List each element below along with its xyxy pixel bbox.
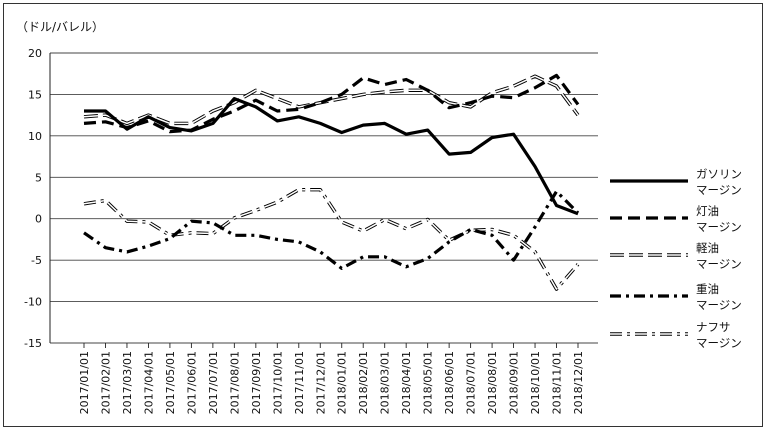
legend-label: マージン [696,298,742,312]
y-tick-label: -5 [31,254,42,267]
series-line-inner [83,188,579,290]
series-line-inner [83,75,579,125]
x-tick-label: 2018/05/01 [422,351,435,414]
x-tick-label: 2018/06/01 [443,351,456,414]
y-tick-label: 15 [28,88,42,101]
x-tick-label: 2017/03/01 [121,351,134,414]
x-tick-label: 2017/08/01 [228,351,241,414]
series-line [84,97,579,216]
y-tick-labels: 20 15 10 5 0 -5 -10 -15 [24,47,42,350]
legend-label: マージン [696,183,742,197]
x-tick-label: 2017/11/01 [293,351,306,414]
x-tick-label: 2017/07/01 [207,351,220,414]
x-tick-label: 2017/06/01 [185,351,198,414]
axes [49,53,579,348]
y-axis-unit-label: （ドル/バレル） [16,20,104,34]
x-tick-label: 2017/05/01 [164,351,177,414]
series-line [83,189,580,270]
x-tick-label: 2017/10/01 [271,351,284,414]
x-tick-label: 2018/08/01 [486,351,499,414]
chart-frame [3,3,763,427]
x-tick-label: 2017/09/01 [250,351,263,414]
x-tick-labels: 2017/01/01 2017/02/01 2017/03/01 2017/04/01… [78,351,585,414]
legend-label: 軽油 [696,241,719,255]
x-tick-label: 2018/12/01 [572,351,585,414]
y-tick-label: 20 [28,47,42,60]
x-tick-label: 2018/04/01 [400,351,413,414]
y-tick-label: -10 [24,296,42,309]
x-tick-label: 2018/01/01 [336,351,349,414]
legend-label: 灯油 [696,204,719,218]
x-tick-label: 2017/04/01 [142,351,155,414]
x-tick-label: 2018/11/01 [551,351,564,414]
x-tick-label: 2018/09/01 [508,351,521,414]
legend-label: 重油 [696,282,719,296]
x-tick-label: 2017/01/01 [78,351,91,414]
legend-label: マージン [696,257,742,271]
y-tick-label: 0 [35,213,42,226]
gridlines [50,52,598,344]
legend-label: ナフサ [696,320,731,334]
series-lines [83,73,580,291]
x-tick-label: 2018/02/01 [357,351,370,414]
series-line [83,73,580,134]
x-tick-label: 2018/03/01 [379,351,392,414]
y-tick-label: 10 [28,130,42,143]
legend-label: ガソリン [696,167,742,181]
y-tick-label: 5 [35,171,42,184]
x-tick-label: 2018/10/01 [529,351,542,414]
x-tick-label: 2018/07/01 [465,351,478,414]
legend-label: マージン [696,220,742,234]
y-tick-label: -15 [24,337,42,350]
x-tick-label: 2017/12/01 [314,351,327,414]
legend-label: マージン [696,336,742,350]
x-tick-label: 2017/02/01 [99,351,112,414]
